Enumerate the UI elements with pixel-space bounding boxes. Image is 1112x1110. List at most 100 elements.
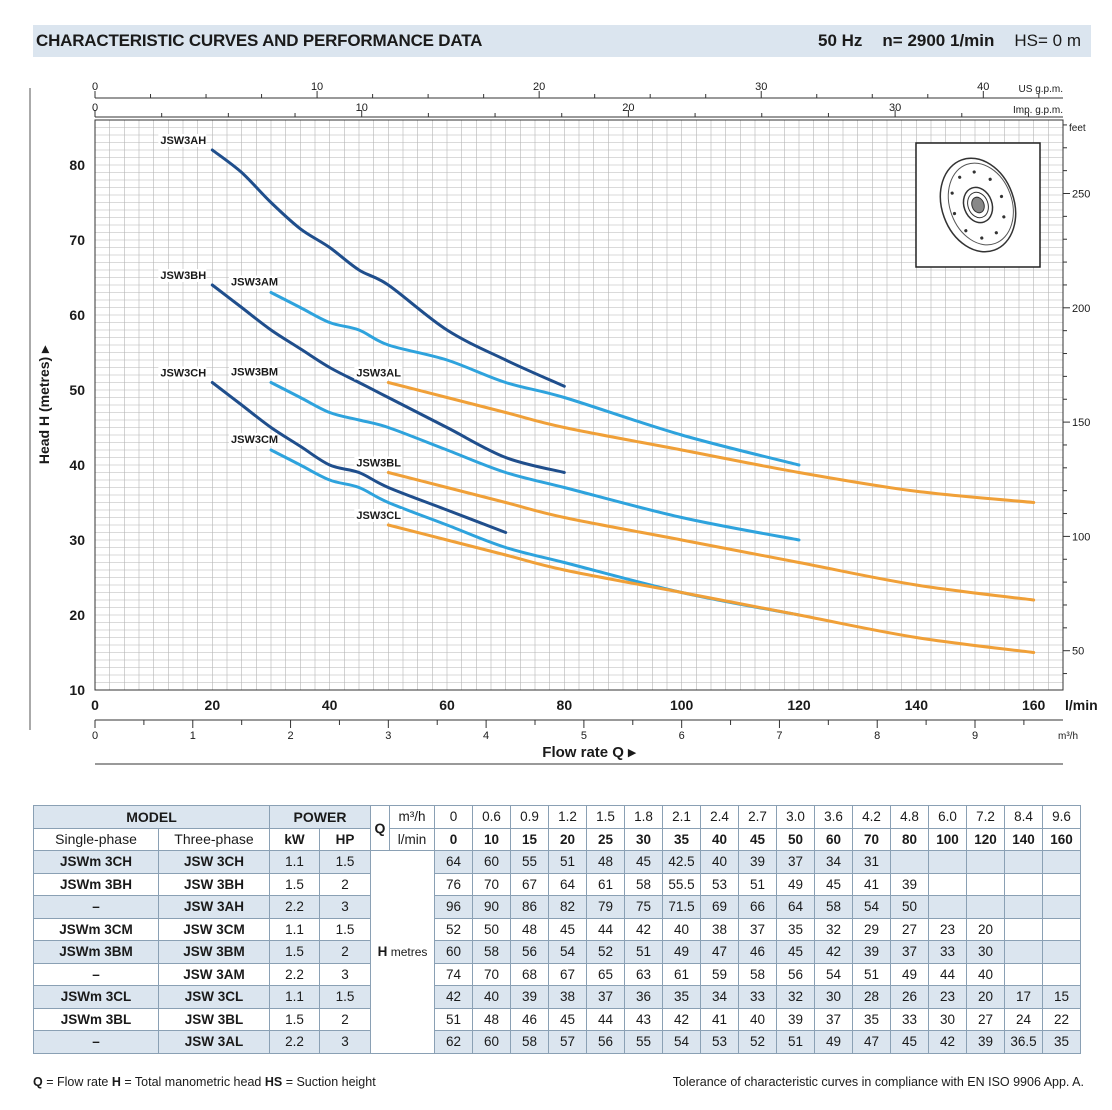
head-value [928, 872, 967, 896]
head-value [1042, 895, 1081, 919]
head-value: 45 [890, 1030, 929, 1054]
table-row: JSWm 3BH JSW 3BH 1.5 2 76 70 67 64 61 58 55.5 53 51 4… [33, 872, 1081, 896]
head-value [928, 850, 967, 874]
m3h-tick-label: 6 [679, 730, 685, 742]
head-value: 49 [814, 1030, 853, 1054]
head-value: 59 [700, 962, 739, 986]
head-value: 56 [776, 962, 815, 986]
lmin-value: 30 [624, 827, 663, 851]
head-value: 60 [472, 1030, 511, 1054]
power-hp: 3 [319, 962, 371, 986]
x-tick-label: 120 [787, 697, 811, 713]
power-kw: 1.5 [269, 1007, 320, 1031]
head-value: 56 [586, 1030, 625, 1054]
m3h-value: 2.4 [700, 805, 739, 829]
head-value: 90 [472, 895, 511, 919]
curve-label-bg [229, 365, 277, 379]
head-value: 67 [548, 962, 587, 986]
feet-tick-label: 150 [1072, 417, 1090, 429]
model-single-phase: JSWm 3CH [33, 850, 159, 874]
m3h-value: 1.8 [624, 805, 663, 829]
power-kw: 2.2 [269, 962, 320, 986]
y-tick-label: 40 [69, 457, 85, 473]
table-row: JSWm 3CH JSW 3CH 1.1 1.5 H metres 64 60 55 51 48 4… [33, 850, 1081, 1054]
head-value: 34 [814, 850, 853, 874]
head-value: 42 [662, 1007, 701, 1031]
power-hp: 1.5 [319, 917, 371, 941]
footer-hs-text: = Suction height [282, 1075, 376, 1089]
m3h-value: 6.0 [928, 805, 967, 829]
head-value: 40 [472, 985, 511, 1009]
model-single-phase: JSWm 3CM [33, 917, 159, 941]
head-value: 64 [776, 895, 815, 919]
head-value: 51 [434, 1007, 473, 1031]
curve-label-bg [158, 366, 207, 380]
y-tick-label: 50 [69, 382, 85, 398]
head-value: 66 [738, 895, 777, 919]
head-value: 39 [966, 1030, 1005, 1054]
y-axis-label: Head H (metres) ▸ [36, 345, 52, 464]
impgpm-tick-label: 0 [92, 102, 98, 114]
head-value [1042, 917, 1081, 941]
m3h-value: 0.6 [472, 805, 511, 829]
head-value: 22 [1042, 1007, 1081, 1031]
head-value [1042, 872, 1081, 896]
head-value [890, 850, 929, 874]
feet-unit-label: feet [1069, 123, 1086, 134]
head-value: 44 [928, 962, 967, 986]
curve-label-bg [229, 275, 277, 289]
model-three-phase: JSW 3AM [158, 962, 270, 986]
head-value: 96 [434, 895, 473, 919]
curve-label-jsw3ah: JSW3AH [160, 135, 206, 147]
model-single-phase: JSWm 3BM [33, 940, 159, 964]
head-value: 57 [548, 1030, 587, 1054]
page-title: CHARACTERISTIC CURVES AND PERFORMANCE DA… [36, 31, 483, 50]
head-value: 64 [548, 872, 587, 896]
model-three-phase: JSW 3BL [158, 1007, 270, 1031]
head-value: 51 [548, 850, 587, 874]
single-phase-header: Single-phase [33, 827, 159, 851]
model-single-phase: – [33, 895, 159, 919]
head-value: 58 [814, 895, 853, 919]
lmin-value: 25 [586, 827, 625, 851]
x-tick-label: 60 [439, 697, 455, 713]
head-value: 60 [434, 940, 473, 964]
head-value: 52 [586, 940, 625, 964]
head-value: 39 [776, 1007, 815, 1031]
curve-label-jsw3ch: JSW3CH [160, 368, 206, 380]
head-value: 61 [662, 962, 701, 986]
m3h-tick-label: 3 [385, 730, 391, 742]
head-value: 49 [776, 872, 815, 896]
model-three-phase: JSW 3BM [158, 940, 270, 964]
head-value: 45 [548, 1007, 587, 1031]
head-value: 55.5 [662, 872, 701, 896]
lmin-value: 160 [1042, 827, 1081, 851]
curve-label-bg [158, 134, 207, 147]
head-value: 51 [624, 940, 663, 964]
model-header: MODEL [33, 805, 270, 829]
head-value: 27 [890, 917, 929, 941]
head-value: 52 [434, 917, 473, 941]
head-value [1042, 940, 1081, 964]
head-value: 38 [700, 917, 739, 941]
head-value: 36.5 [1004, 1030, 1043, 1054]
suction-height: HS= 0 m [1014, 31, 1081, 50]
lmin-value: 120 [966, 827, 1005, 851]
footer-legend: Q = Flow rate H = Total manometric head … [33, 1075, 376, 1089]
head-value: 71.5 [662, 895, 701, 919]
head-value: 46 [510, 1007, 549, 1031]
head-value [1004, 895, 1043, 919]
m3h-value: 7.2 [966, 805, 1005, 829]
curve-jsw3bl [386, 471, 1036, 602]
m3h-value: 4.8 [890, 805, 929, 829]
curve-label-jsw3al: JSW3AL [356, 368, 401, 380]
head-value: 35 [1042, 1030, 1081, 1054]
curve-label-bg [354, 509, 403, 522]
head-value: 51 [738, 872, 777, 896]
table-row: JSWm 3CM JSW 3CM 1.1 1.5 52 50 48 45 44 42 40 38 37 3… [33, 917, 1081, 941]
curve-label-bg [158, 269, 207, 282]
head-value: 35 [776, 917, 815, 941]
lmin-value: 70 [852, 827, 891, 851]
pump-impeller-icon [939, 157, 1017, 253]
